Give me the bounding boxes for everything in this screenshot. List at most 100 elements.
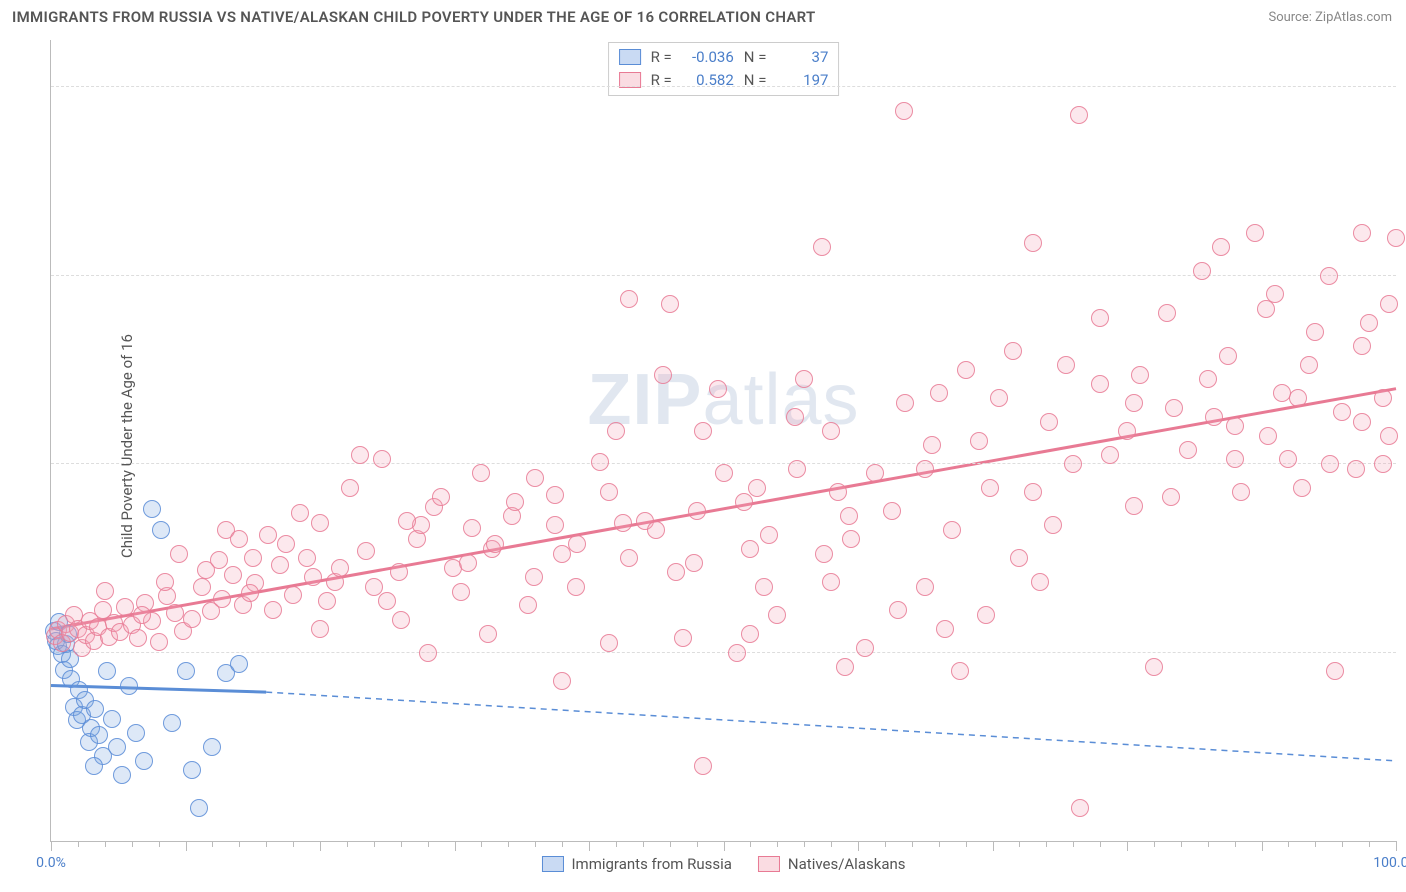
data-point	[836, 658, 854, 676]
data-point	[398, 512, 416, 530]
source-attribution: Source: ZipAtlas.com	[1268, 10, 1392, 25]
data-point	[304, 568, 322, 586]
x-tick	[239, 841, 240, 847]
x-tick	[1100, 841, 1101, 847]
data-point	[365, 578, 383, 596]
source-link[interactable]: ZipAtlas.com	[1315, 10, 1392, 25]
data-point	[271, 556, 289, 574]
data-point	[526, 469, 544, 487]
data-point	[1125, 497, 1143, 515]
x-tick-label: 0.0%	[36, 855, 66, 871]
data-point	[567, 578, 585, 596]
data-point	[1193, 262, 1211, 280]
data-point	[1199, 370, 1217, 388]
x-tick	[804, 841, 805, 847]
data-point	[224, 566, 242, 584]
data-point	[1279, 450, 1297, 468]
data-point	[96, 582, 114, 600]
data-point	[1071, 799, 1089, 817]
data-point	[284, 586, 302, 604]
x-tick	[401, 841, 402, 847]
x-tick	[455, 841, 456, 851]
x-tick	[428, 841, 429, 847]
source-prefix: Source:	[1268, 10, 1315, 25]
data-point	[930, 384, 948, 402]
data-point	[120, 677, 138, 695]
data-point	[607, 422, 625, 440]
x-tick	[912, 841, 913, 847]
data-point	[244, 549, 262, 567]
data-point	[866, 464, 884, 482]
data-point	[203, 738, 221, 756]
data-point	[1024, 483, 1042, 501]
data-point	[1306, 323, 1324, 341]
data-point	[896, 394, 914, 412]
x-tick	[293, 841, 294, 847]
data-point	[1300, 356, 1318, 374]
data-point	[829, 483, 847, 501]
data-point	[715, 464, 733, 482]
data-point	[795, 370, 813, 388]
data-point	[1380, 295, 1398, 313]
data-point	[264, 601, 282, 619]
data-point	[1024, 234, 1042, 252]
data-point	[822, 422, 840, 440]
chart-title: IMMIGRANTS FROM RUSSIA VS NATIVE/ALASKAN…	[12, 8, 816, 26]
data-point	[1321, 455, 1339, 473]
x-tick	[1127, 841, 1128, 851]
data-point	[127, 724, 145, 742]
data-point	[103, 710, 121, 728]
data-point	[856, 639, 874, 657]
data-point	[1374, 455, 1392, 473]
data-point	[1320, 267, 1338, 285]
x-tick	[1235, 841, 1236, 847]
data-point	[883, 502, 901, 520]
data-point	[459, 554, 477, 572]
x-tick	[535, 841, 536, 847]
x-tick-label: 100.0%	[1373, 855, 1406, 871]
x-tick	[1154, 841, 1155, 847]
data-point	[1064, 455, 1082, 473]
data-point	[661, 295, 679, 313]
data-point	[183, 761, 201, 779]
data-point	[143, 500, 161, 518]
data-point	[546, 486, 564, 504]
data-point	[728, 644, 746, 662]
data-point	[1010, 549, 1028, 567]
x-tick	[589, 841, 590, 851]
data-point	[748, 479, 766, 497]
gridline	[51, 652, 1396, 653]
data-point	[951, 662, 969, 680]
data-point	[620, 549, 638, 567]
x-tick	[643, 841, 644, 847]
x-tick	[51, 841, 52, 851]
data-point	[479, 625, 497, 643]
data-point	[600, 634, 618, 652]
data-point	[768, 606, 786, 624]
data-point	[113, 766, 131, 784]
x-tick	[562, 841, 563, 847]
data-point	[1273, 384, 1291, 402]
data-point	[1031, 573, 1049, 591]
x-tick	[1342, 841, 1343, 847]
data-point	[1259, 427, 1277, 445]
x-tick	[1046, 841, 1047, 847]
data-point	[1040, 413, 1058, 431]
data-point	[1266, 285, 1284, 303]
swatch-icon	[541, 856, 563, 872]
r-value: -0.036	[682, 46, 734, 69]
trend-line-extrapolated	[266, 692, 1396, 761]
data-point	[1091, 309, 1109, 327]
trend-lines-layer	[51, 40, 1396, 841]
x-tick	[724, 841, 725, 851]
data-point	[889, 601, 907, 619]
data-point	[1353, 337, 1371, 355]
data-point	[694, 422, 712, 440]
x-tick	[266, 841, 267, 847]
data-point	[163, 714, 181, 732]
data-point	[1226, 417, 1244, 435]
data-point	[390, 563, 408, 581]
data-point	[1246, 224, 1264, 242]
data-point	[822, 573, 840, 591]
data-point	[311, 514, 329, 532]
